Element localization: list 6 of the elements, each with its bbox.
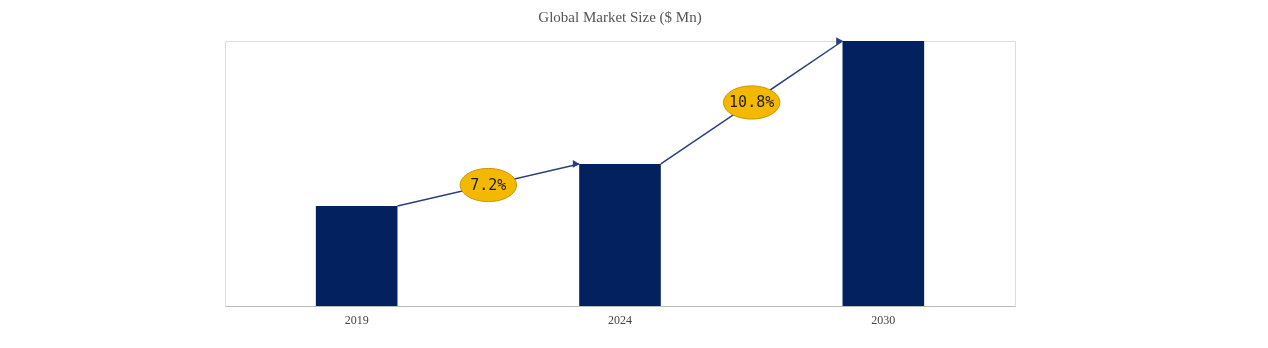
annotation: 10.8% xyxy=(729,93,775,112)
annotation: 7.2% xyxy=(470,176,507,195)
x-tick-label: 2024 xyxy=(608,312,632,327)
x-tick-label: 2030 xyxy=(871,312,896,327)
x-tick-label: 2019 xyxy=(344,312,369,327)
chart-title: Global Market Size ($ Mn) xyxy=(538,9,702,27)
